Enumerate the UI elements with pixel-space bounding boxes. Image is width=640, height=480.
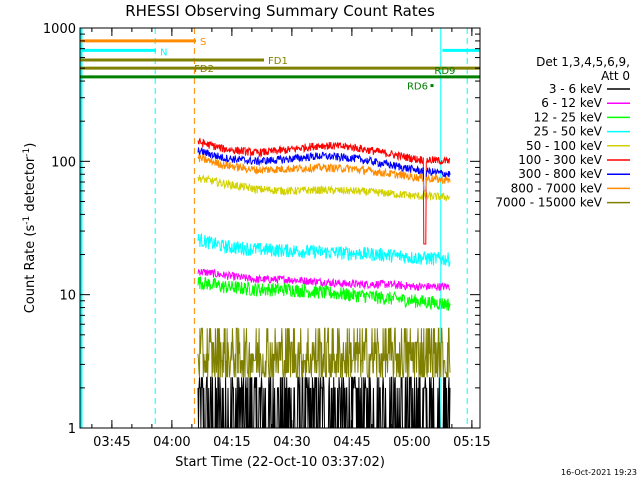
plot-frame — [79, 27, 481, 429]
y-tick-label: 1 — [68, 422, 76, 437]
legend-label: 25 - 50 keV — [534, 125, 603, 139]
timestamp: 16-Oct-2021 19:23 — [561, 468, 637, 477]
legend-label: 6 - 12 keV — [541, 96, 603, 110]
annotation-label-n: N — [160, 47, 167, 58]
series-line-300-800keV — [197, 146, 451, 192]
annotation-label-rd9: RD9 — [434, 66, 455, 77]
y-tick-label: 10 — [59, 289, 76, 304]
legend-label: 50 - 100 keV — [526, 139, 603, 153]
annotation-label-fd2: FD2 — [194, 64, 214, 75]
y-axis-label: Count Rate (s-1 detector-1) — [22, 143, 38, 314]
series-line-3-6keV — [197, 376, 451, 428]
annotation-label-s: S — [200, 37, 206, 48]
annotation-label-fd1: FD1 — [268, 56, 288, 67]
series-line-50-100keV — [197, 174, 451, 202]
legend-label: 100 - 300 keV — [518, 153, 602, 167]
x-tick-label: 05:00 — [393, 435, 430, 450]
x-tick-label: 05:15 — [453, 435, 490, 450]
legend-label: 300 - 800 keV — [518, 167, 602, 181]
x-tick-label: 04:15 — [213, 435, 250, 450]
annotation-bars: S N FD1 FD2 RD9 RD6 — [80, 37, 480, 93]
chart-title: RHESSI Observing Summary Count Rates — [125, 2, 435, 20]
series-line-100-300keV — [197, 137, 451, 245]
x-tick-label: 04:45 — [333, 435, 370, 450]
x-tick-label: 04:30 — [273, 435, 310, 450]
legend-header-line2: Att 0 — [601, 69, 630, 83]
legend-label: 3 - 6 keV — [549, 82, 603, 96]
legend-label: 800 - 7000 keV — [511, 181, 603, 195]
legend-label: 7000 - 15000 keV — [495, 196, 602, 210]
y-tick-label: 1000 — [43, 22, 76, 37]
series-line-6-12keV — [197, 268, 451, 292]
vertical-markers — [80, 28, 468, 428]
x-tick-label: 04:00 — [153, 435, 190, 450]
legend-label: 12 - 25 keV — [534, 110, 603, 124]
annotation-label-rd6: RD6 — [407, 82, 428, 93]
axes: 03:45 04:00 04:15 04:30 04:45 05:00 05:15 1 10 10… — [43, 22, 491, 450]
y-tick-label: 100 — [51, 155, 76, 170]
series-lines — [197, 137, 451, 428]
x-axis-label: Start Time (22-Oct-10 03:37:02) — [175, 455, 385, 470]
series-line-7000-15000keV — [197, 327, 451, 378]
series-line-25-50keV — [197, 232, 451, 268]
series-line-800-7000keV — [197, 153, 451, 192]
x-tick-label: 03:45 — [93, 435, 130, 450]
legend-header-line1: Det 1,3,4,5,6,9, — [536, 55, 630, 69]
series-line-12-25keV — [197, 276, 451, 311]
annotation-marker-rd6 — [430, 84, 434, 88]
